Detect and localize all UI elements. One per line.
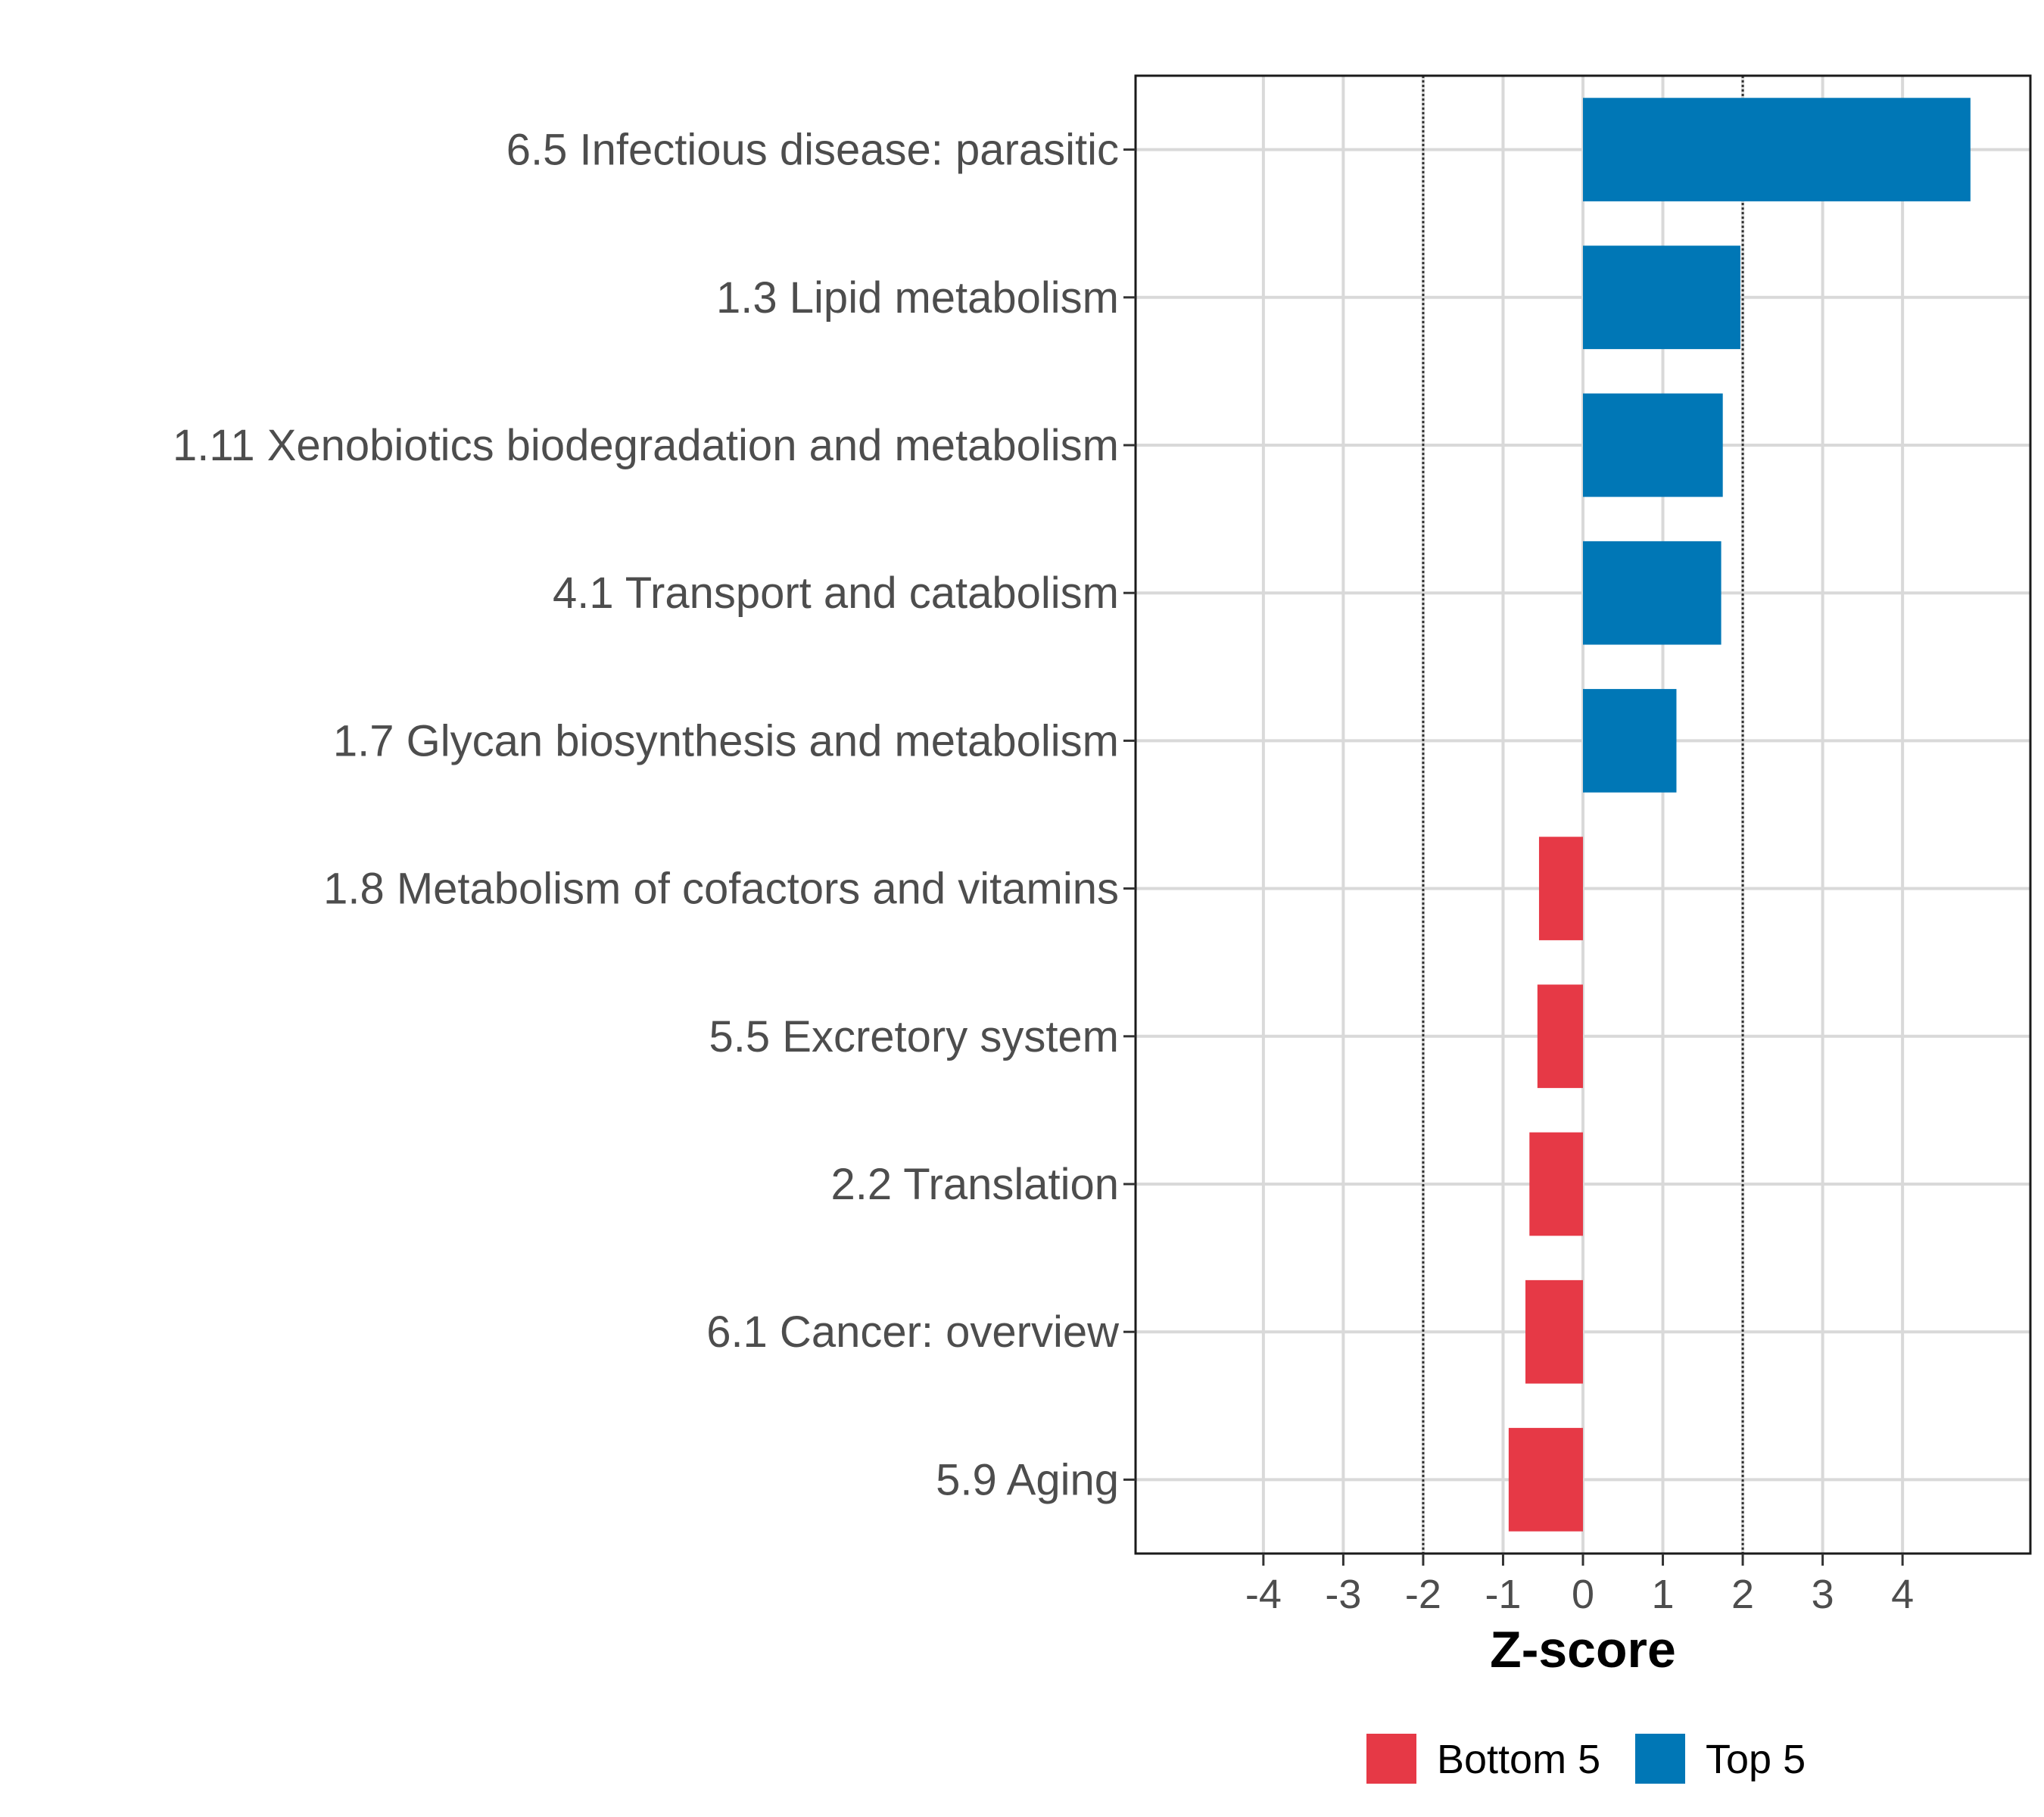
bars [1508,98,1971,1532]
bar [1583,541,1722,645]
x-tick-label: 0 [1572,1572,1594,1617]
category-label: 4.1 Transport and catabolism [553,569,1119,618]
bar [1583,689,1677,793]
category-label: 1.11 Xenobiotics biodegradation and meta… [173,421,1119,470]
x-tick-label: 2 [1731,1572,1754,1617]
bar [1583,98,1971,201]
x-tick-label: 3 [1812,1572,1834,1617]
x-tick-label: -1 [1485,1572,1521,1617]
y-axis: 6.5 Infectious disease: parasitic 1.3 Lip… [173,126,1136,1504]
legend-label: Bottom 5 [1437,1737,1600,1782]
bar [1508,1428,1583,1532]
bar [1583,393,1723,497]
x-tick-label: 1 [1652,1572,1675,1617]
bar [1525,1279,1583,1384]
x-tick-label: -3 [1325,1572,1361,1617]
bar [1529,1132,1583,1236]
x-tick-label: -4 [1245,1572,1282,1617]
category-label: 6.1 Cancer: overview [706,1307,1120,1357]
category-label: 1.3 Lipid metabolism [716,273,1119,323]
category-label: 1.8 Metabolism of cofactors and vitamins [323,865,1119,914]
category-label: 6.5 Infectious disease: parasitic [506,126,1119,175]
bar [1537,984,1583,1089]
x-tick-label: -2 [1405,1572,1441,1617]
bar [1583,245,1740,350]
reference-lines [1422,76,1744,1554]
legend-swatch [1366,1734,1416,1784]
x-axis-title: Z-score [1490,1621,1676,1678]
category-label: 5.9 Aging [936,1455,1119,1504]
category-label: 5.5 Excretory system [709,1012,1119,1061]
legend: Bottom 5 Top 5 [1366,1734,1806,1784]
category-label: 2.2 Translation [831,1160,1119,1209]
x-tick-label: 4 [1891,1572,1914,1617]
category-label: 1.7 Glycan biosynthesis and metabolism [333,716,1119,765]
bar [1538,837,1583,940]
legend-swatch [1635,1734,1685,1784]
legend-label: Top 5 [1706,1737,1806,1782]
x-axis: -4 -3 -2 -1 0 1 2 3 4 [1245,1554,1914,1617]
